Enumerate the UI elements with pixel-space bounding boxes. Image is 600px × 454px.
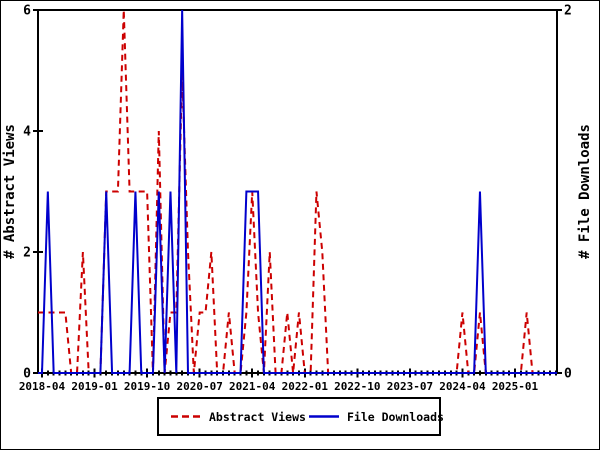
x-tick-label: 2021-04 — [229, 380, 276, 393]
x-tick-label: 2019-01 — [71, 380, 118, 393]
y-tick-label-left: 2 — [23, 246, 31, 261]
x-tick-label: 2022-10 — [334, 380, 380, 393]
x-tick-label: 2023-07 — [387, 380, 433, 393]
x-tick-label: 2024-04 — [439, 380, 486, 393]
left-axis-title: # Abstract Views — [2, 124, 18, 259]
y-tick-label-left: 4 — [23, 125, 31, 140]
legend-label-abstract-views: Abstract Views — [209, 410, 306, 424]
x-tick-label: 2025-01 — [492, 380, 539, 393]
legend-box — [157, 397, 441, 436]
x-tick-label: 2020-07 — [176, 380, 222, 393]
x-tick-label: 2019-10 — [124, 380, 170, 393]
x-tick-label: 2018-04 — [19, 380, 66, 393]
legend-label-file-downloads: File Downloads — [347, 410, 444, 424]
x-tick-label: 2022-01 — [282, 380, 329, 393]
y-tick-label-left: 0 — [23, 367, 31, 382]
y-tick-label-right: 0 — [564, 367, 572, 382]
file-downloads-line — [38, 9, 557, 374]
right-axis-title: # File Downloads — [577, 124, 593, 259]
abstract-views-line — [38, 9, 557, 374]
y-tick-label-left: 6 — [23, 4, 31, 19]
y-tick-label-right: 2 — [564, 4, 572, 19]
